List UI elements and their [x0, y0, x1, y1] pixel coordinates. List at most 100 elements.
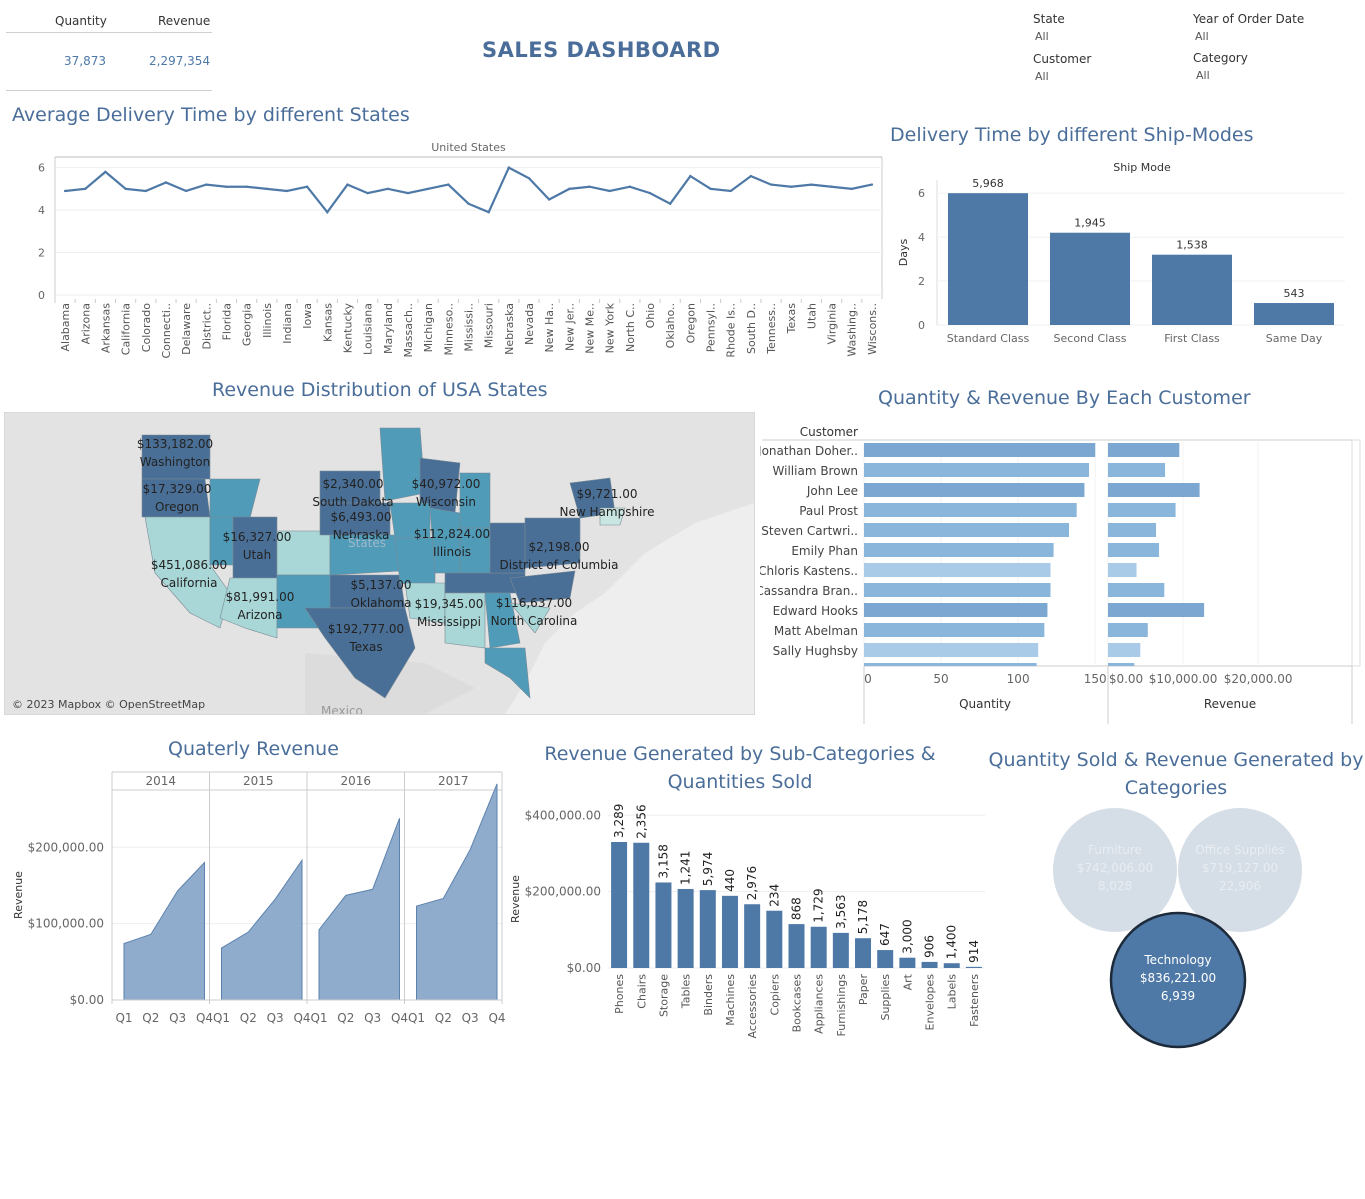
quarterly-year-label: 2015 — [243, 774, 274, 788]
map-state-label: $16,327.00 Utah — [197, 528, 317, 564]
quarterly-x-label: Q3 — [364, 1011, 381, 1025]
subcat-x-label: Envelopes — [924, 974, 937, 1031]
filter-category-value[interactable]: All — [1196, 69, 1210, 82]
line-x-label: Texas — [785, 303, 798, 335]
customer-rev-bar — [1108, 563, 1137, 577]
subcat-qty-label: 3,563 — [834, 895, 848, 929]
map-title: Revenue Distribution of USA States — [212, 379, 548, 401]
kpi-revenue-label: Revenue — [158, 14, 211, 28]
subcat-qty-label: 234 — [767, 884, 781, 907]
filter-year[interactable]: Year of Order Date All — [1193, 12, 1343, 43]
map-state-value: $112,824.00 — [413, 527, 491, 541]
subcat-bar — [877, 950, 894, 968]
map-state-name: South Dakota — [312, 495, 394, 509]
quarterly-x-label: Q4 — [488, 1011, 505, 1025]
subcat-bar — [655, 882, 672, 968]
line-point — [850, 187, 853, 191]
map-state-value: $9,721.00 — [576, 487, 638, 501]
filter-state-value[interactable]: All — [1035, 30, 1049, 43]
subcat-x-label: Storage — [657, 974, 670, 1017]
line-point — [608, 189, 611, 193]
customer-qty-bar — [864, 523, 1070, 537]
quarterly-x-label: Q3 — [462, 1011, 479, 1025]
map-state-name: Washington — [139, 455, 211, 469]
subcat-x-label: Furnishings — [835, 974, 848, 1037]
subcat-bar — [699, 890, 716, 968]
map-state-name: California — [160, 576, 218, 590]
quarterly-area — [123, 861, 205, 1001]
map-faint-label: States — [348, 536, 387, 550]
line-x-label: Mississi.. — [463, 303, 476, 352]
quarterly-x-label: Q3 — [267, 1011, 284, 1025]
customer-header: Customer — [800, 425, 858, 439]
ship-bar-label: 5,968 — [972, 177, 1004, 190]
line-x-label: Connecti.. — [160, 303, 173, 359]
quarterly-year-label: 2014 — [145, 774, 176, 788]
line-point — [104, 170, 107, 174]
subcat-y-tick: $0.00 — [567, 961, 601, 975]
line-x-label: Missouri — [483, 303, 496, 348]
ship-bar — [1050, 232, 1130, 325]
revenue-map[interactable]: $133,182.00 Washington $17,329.00 Oregon $2,… — [4, 412, 755, 715]
map-state-value: $16,327.00 — [222, 530, 292, 544]
subcat-qty-label: 5,178 — [856, 900, 870, 934]
subcat-x-label: Accessories — [746, 974, 759, 1039]
map-state-name: Texas — [349, 640, 383, 654]
line-x-label: Nebraska — [503, 303, 516, 355]
kpi-divider-top — [6, 32, 212, 33]
subcat-qty-label: 440 — [723, 869, 737, 892]
line-x-label: Louisiana — [362, 303, 375, 355]
subcat-x-label: Copiers — [768, 974, 781, 1016]
filter-customer[interactable]: Customer All — [1033, 52, 1173, 83]
subcat-x-label: Chairs — [635, 974, 648, 1009]
customer-qty-bar — [864, 603, 1048, 617]
category-bubble-chart[interactable]: Furniture $742,006.00 8,028 Office Supplies… — [1040, 800, 1320, 1050]
line-x-label: Colorado — [140, 303, 153, 352]
subcat-x-label: Labels — [946, 974, 959, 1010]
customer-name: William Brown — [773, 464, 858, 478]
customer-chart[interactable]: Customer 0 50 100 150 $0.00 $10,000.00 $20,000.… — [760, 420, 1365, 725]
subcat-qty-label: 1,400 — [945, 925, 959, 959]
quarterly-revenue-chart[interactable]: Revenue $0.00 $100,000.00 $200,000.00 2014 Q1… — [8, 768, 508, 1038]
subcat-y-label: Revenue — [509, 875, 522, 923]
map-state-label: $40,972.00 Wisconsin — [386, 475, 506, 511]
subcategory-revenue-chart[interactable]: Revenue $0.00 $200,000.00 $400,000.00 3,289 P… — [505, 800, 990, 1045]
subcat-bar — [921, 961, 938, 968]
line-point — [669, 202, 672, 205]
map-copyright: © 2023 Mapbox © OpenStreetMap — [12, 698, 206, 711]
customer-rev-bar — [1108, 523, 1157, 537]
map-state-value: $6,493.00 — [330, 510, 392, 524]
customer-qty-bar — [864, 483, 1085, 497]
delivery-by-state-chart[interactable]: United States 0 2 4 6 Alabama Arizona Arkansas C… — [30, 135, 885, 365]
customer-qty-tick: 50 — [933, 672, 948, 686]
customer-name: Steven Cartwri.. — [761, 524, 858, 538]
line-point — [164, 181, 168, 184]
category-title-line1: Quantity Sold & Revenue Generated by — [988, 749, 1364, 771]
filter-category[interactable]: Category All — [1193, 51, 1343, 82]
map-state-value: $5,137.00 — [350, 578, 412, 592]
delivery-by-ship-mode-chart[interactable]: Ship Mode Days 0 2 4 6 5,968 Standard Class 1,94… — [890, 155, 1350, 355]
ship-y-tick: 4 — [918, 231, 925, 244]
line-point — [225, 185, 228, 188]
customer-rev-tick: $20,000.00 — [1224, 672, 1293, 686]
line-x-label: South D.. — [745, 303, 758, 354]
filter-customer-value[interactable]: All — [1035, 70, 1049, 83]
filter-year-value[interactable]: All — [1195, 30, 1209, 43]
line-x-label: Delaware — [180, 303, 193, 355]
map-shapes — [5, 413, 754, 714]
line-x-label: Massach.. — [402, 303, 415, 357]
subcat-bar — [943, 963, 960, 968]
map-state-label: $2,198.00 District of Columbia — [499, 538, 619, 574]
subcat-qty-label: 868 — [790, 897, 804, 920]
map-state-label: $9,721.00 New Hampshire — [547, 485, 667, 521]
filter-state[interactable]: State All — [1033, 12, 1173, 43]
map-state-label: $5,137.00 Oklahoma — [321, 576, 441, 612]
category-bubble — [1178, 808, 1302, 932]
map-state-name: New Hampshire — [559, 505, 655, 519]
customer-rev-bar — [1108, 583, 1165, 597]
ship-y-label: Days — [897, 239, 910, 267]
subcat-y-tick: $400,000.00 — [525, 808, 601, 822]
line-x-label: Michigan — [422, 303, 435, 352]
ship-y-tick: 2 — [918, 275, 925, 288]
category-revenue: $742,006.00 — [1077, 861, 1153, 875]
